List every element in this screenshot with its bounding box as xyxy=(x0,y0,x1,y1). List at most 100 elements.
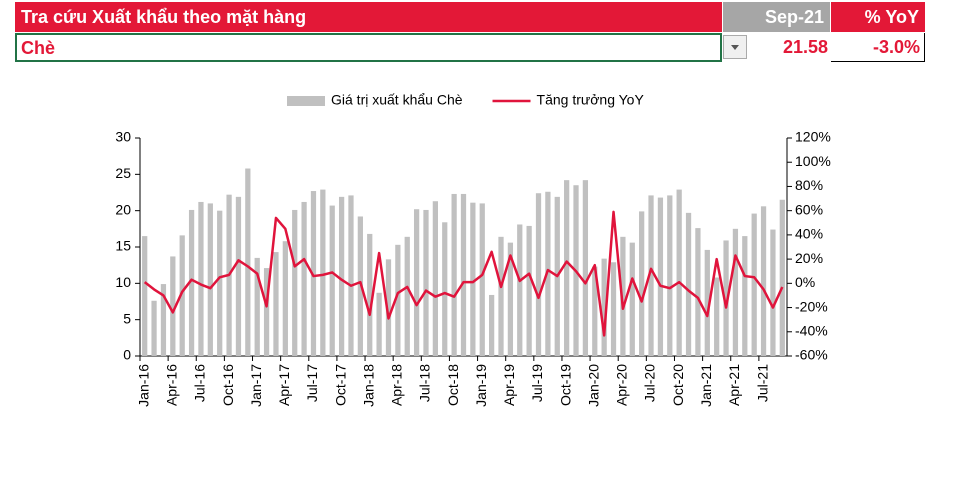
bar xyxy=(273,252,279,356)
bar xyxy=(245,168,251,356)
y2-tick-label: 100% xyxy=(795,153,831,169)
bar xyxy=(385,259,392,356)
bar xyxy=(489,294,495,356)
x-tick-label: Jul-19 xyxy=(529,364,545,402)
y2-tick-label: -60% xyxy=(795,347,828,363)
bar xyxy=(301,201,307,356)
bar xyxy=(648,195,654,356)
x-tick-label: Jan-21 xyxy=(698,364,714,407)
bar xyxy=(451,193,457,356)
y-tick-label: 0 xyxy=(123,347,131,363)
x-tick-label: Jul-16 xyxy=(192,364,208,402)
y-tick-label: 10 xyxy=(115,274,131,290)
bar xyxy=(151,300,157,356)
header-yoy: % YoY xyxy=(831,2,925,32)
bar xyxy=(460,193,467,356)
bar xyxy=(329,205,335,356)
bar xyxy=(338,196,345,356)
legend-label: Giá trị xuất khẩu Chè xyxy=(331,92,463,108)
bar xyxy=(760,206,767,356)
dropdown-button[interactable] xyxy=(723,35,747,59)
bar xyxy=(376,292,382,356)
bar xyxy=(704,249,710,356)
bar xyxy=(732,228,739,356)
y2-tick-label: 120% xyxy=(795,129,831,145)
bar xyxy=(395,244,401,356)
y2-tick-label: -20% xyxy=(795,298,828,314)
bar xyxy=(423,209,429,356)
bar xyxy=(667,195,673,356)
bar xyxy=(751,213,757,356)
bar xyxy=(629,242,635,356)
x-tick-label: Jul-17 xyxy=(304,364,320,402)
bar xyxy=(685,212,692,356)
bar xyxy=(367,233,373,356)
bar xyxy=(188,209,195,356)
value-cell: 21.58 xyxy=(782,37,828,57)
dropdown-arrow xyxy=(731,45,739,50)
x-tick-label: Jan-18 xyxy=(360,364,376,407)
bar xyxy=(442,222,448,356)
y2-tick-label: 0% xyxy=(795,274,815,290)
bar xyxy=(526,225,532,356)
y-tick-label: 30 xyxy=(115,129,131,145)
bar xyxy=(498,236,504,356)
legend-swatch xyxy=(287,96,325,106)
bar xyxy=(413,209,420,356)
x-tick-label: Apr-19 xyxy=(501,364,517,406)
bar xyxy=(657,197,664,356)
x-tick-label: Apr-20 xyxy=(614,364,630,406)
bar xyxy=(254,257,260,356)
bar xyxy=(695,228,701,356)
bar xyxy=(160,284,167,356)
bar xyxy=(601,258,607,356)
x-tick-label: Oct-16 xyxy=(220,364,236,406)
y-tick-label: 20 xyxy=(115,201,131,217)
header-title: Tra cứu Xuất khẩu theo mặt hàng xyxy=(15,2,722,32)
bar xyxy=(582,180,589,356)
y2-tick-label: -40% xyxy=(795,322,828,338)
y2-tick-label: 20% xyxy=(795,250,823,266)
bar xyxy=(742,236,748,356)
bar xyxy=(404,236,410,356)
bar xyxy=(639,211,645,356)
bar xyxy=(235,196,242,356)
bar xyxy=(263,268,270,356)
x-tick-label: Jan-16 xyxy=(135,364,151,407)
bar xyxy=(517,224,523,356)
x-tick-label: Jul-18 xyxy=(417,364,433,402)
bar xyxy=(217,210,223,356)
y2-tick-label: 40% xyxy=(795,226,823,242)
yoy-cell: -3.0% xyxy=(831,33,925,62)
x-tick-label: Apr-18 xyxy=(389,364,405,406)
bar xyxy=(142,236,148,356)
x-tick-label: Oct-18 xyxy=(445,364,461,406)
chart: 0 5 10 15 20 25 30 -60% -40% -20% 0% 20% 40% 60% 80% 10… xyxy=(115,92,831,407)
y2-tick-label: 80% xyxy=(795,177,823,193)
bar xyxy=(432,201,438,356)
legend-label: Tăng trưởng YoY xyxy=(537,92,645,108)
bar xyxy=(592,266,598,356)
x-tick-label: Apr-16 xyxy=(164,364,180,406)
bar xyxy=(320,189,326,356)
bar xyxy=(348,195,354,356)
bar xyxy=(179,235,185,356)
y-tick-label: 5 xyxy=(123,310,131,326)
x-tick-label: Jan-17 xyxy=(248,364,264,407)
bar xyxy=(714,277,720,356)
x-tick-label: Jul-20 xyxy=(642,364,658,402)
y2-tick-label: 60% xyxy=(795,201,823,217)
bar xyxy=(170,256,176,356)
bar xyxy=(282,241,288,356)
x-tick-label: Jul-21 xyxy=(754,364,770,402)
bar xyxy=(207,203,213,356)
x-tick-label: Jan-19 xyxy=(473,364,489,407)
bar xyxy=(535,193,542,356)
x-tick-label: Oct-19 xyxy=(557,364,573,406)
bar xyxy=(564,180,570,356)
y-tick-label: 15 xyxy=(115,238,131,254)
line xyxy=(143,210,784,337)
item-cell[interactable]: Chè xyxy=(15,33,722,62)
bar xyxy=(198,201,204,356)
bar xyxy=(723,240,729,356)
